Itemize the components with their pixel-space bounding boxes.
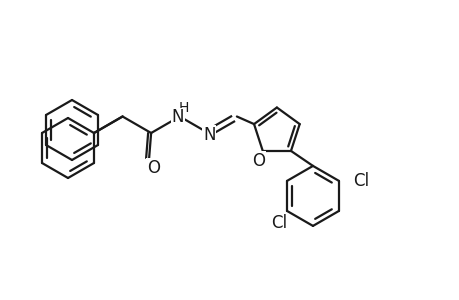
Text: O: O (146, 159, 159, 177)
Text: Cl: Cl (270, 214, 286, 232)
Text: N: N (171, 109, 184, 127)
Text: H: H (178, 101, 189, 116)
Text: Cl: Cl (352, 172, 368, 190)
Text: N: N (202, 126, 215, 144)
Text: O: O (252, 152, 265, 170)
